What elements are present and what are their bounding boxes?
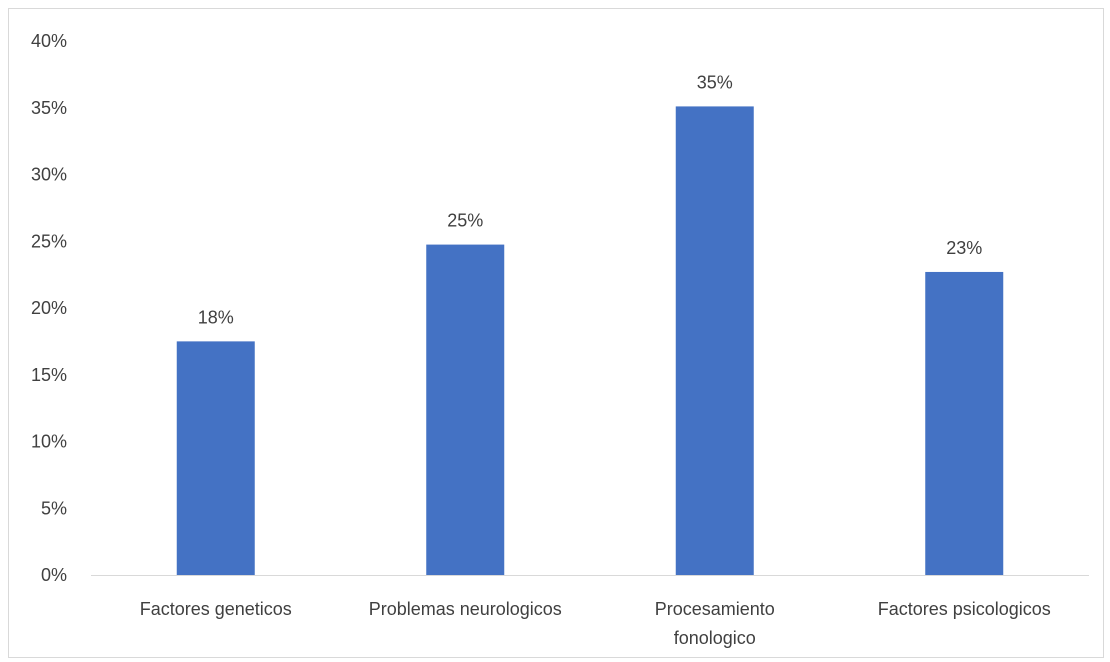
y-tick-label: 25% [31,231,67,251]
chart-frame: 0% 5% 10% 15% 20% 25% 30% 35% 40% 18% 25% 35% 23% F… [8,8,1104,658]
x-category-label: Procesamiento [655,599,775,619]
data-label: 18% [198,307,234,327]
bar-series [176,106,1004,575]
y-tick-label: 10% [31,432,67,452]
y-axis-ticks: 0% 5% 10% 15% 20% 25% 30% 35% 40% [31,31,67,585]
x-axis-category-labels: Factores geneticos Problemas neurologicos… [140,599,1051,648]
y-tick-label: 20% [31,298,67,318]
y-tick-label: 40% [31,31,67,51]
bar [925,271,1004,575]
x-category-label: Factores geneticos [140,599,292,619]
y-tick-label: 5% [41,498,67,518]
bar [176,341,255,575]
data-label: 35% [697,72,733,92]
y-tick-label: 35% [31,98,67,118]
data-label: 23% [946,238,982,258]
bar-chart: 0% 5% 10% 15% 20% 25% 30% 35% 40% 18% 25% 35% 23% F… [31,31,1089,648]
x-category-label: Problemas neurologicos [369,599,562,619]
y-tick-label: 15% [31,365,67,385]
x-category-label: Factores psicologicos [878,599,1051,619]
bar [426,244,505,575]
bar [675,106,754,575]
data-labels: 18% 25% 35% 23% [198,72,983,327]
data-label: 25% [447,211,483,231]
y-tick-label: 30% [31,165,67,185]
y-tick-label: 0% [41,565,67,585]
x-category-label: fonologico [674,628,756,648]
